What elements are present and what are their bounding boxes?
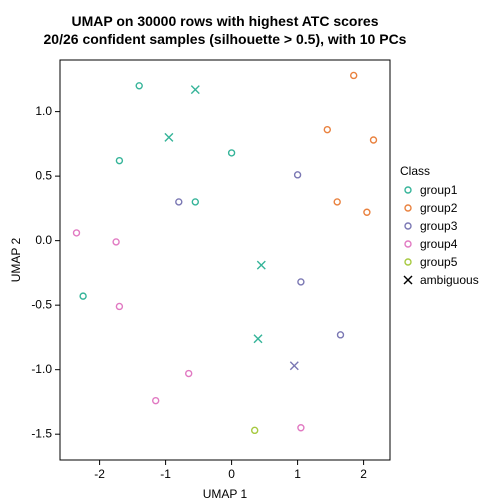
x-tick-label: 1: [294, 467, 301, 481]
x-tick-label: 2: [360, 467, 367, 481]
x-tick-label: -1: [160, 467, 171, 481]
scatter-chart: UMAP on 30000 rows with highest ATC scor…: [0, 0, 504, 504]
legend-item-label: group3: [420, 219, 458, 233]
y-tick-label: -1.5: [31, 426, 52, 440]
legend-item-label: group5: [420, 255, 458, 269]
legend-item-label: group4: [420, 237, 458, 251]
y-tick-label: 0.0: [35, 233, 52, 247]
legend-item-label: group1: [420, 183, 458, 197]
x-tick-label: -2: [94, 467, 105, 481]
x-tick-label: 0: [228, 467, 235, 481]
x-axis-label: UMAP 1: [203, 487, 248, 501]
legend-item-label: ambiguous: [420, 273, 479, 287]
y-tick-label: -1.0: [31, 362, 52, 376]
y-tick-label: -0.5: [31, 297, 52, 311]
chart-title-2: 20/26 confident samples (silhouette > 0.…: [44, 31, 407, 47]
y-axis-label: UMAP 2: [9, 237, 23, 282]
chart-title-1: UMAP on 30000 rows with highest ATC scor…: [71, 13, 378, 29]
legend-title: Class: [400, 164, 430, 178]
chart-container: UMAP on 30000 rows with highest ATC scor…: [0, 0, 504, 504]
y-tick-label: 0.5: [35, 168, 52, 182]
legend-item-label: group2: [420, 201, 458, 215]
y-tick-label: 1.0: [35, 104, 52, 118]
